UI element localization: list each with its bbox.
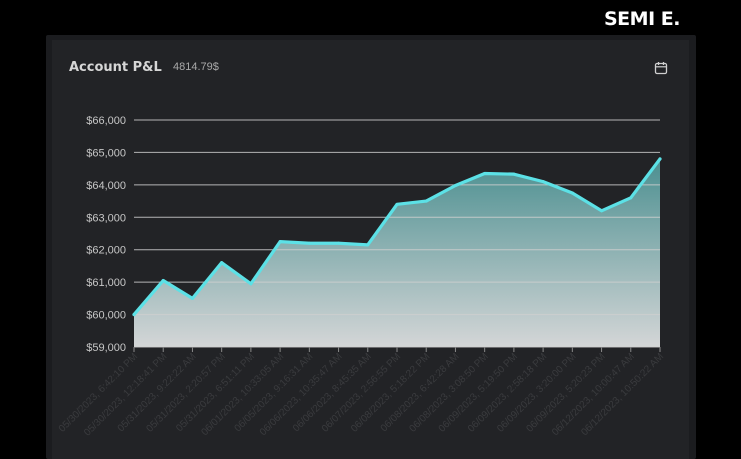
y-tick-label: $65,000	[86, 147, 126, 159]
y-tick-label: $61,000	[86, 277, 126, 289]
data-point	[190, 296, 194, 300]
data-point	[366, 243, 370, 247]
y-tick-label: $62,000	[86, 245, 126, 257]
card-title: Account P&L	[69, 60, 162, 75]
calendar-icon[interactable]	[653, 60, 669, 76]
data-point	[307, 241, 311, 245]
y-tick-label: $60,000	[86, 310, 126, 322]
data-point	[220, 261, 224, 265]
data-point	[278, 240, 282, 244]
data-point	[541, 180, 545, 184]
y-tick-label: $63,000	[86, 212, 126, 224]
y-tick-label: $64,000	[86, 180, 126, 192]
data-point	[658, 157, 662, 161]
data-point	[424, 199, 428, 203]
data-point	[570, 191, 574, 195]
card-value: 4814.79$	[173, 61, 219, 73]
data-point	[600, 209, 604, 213]
area-fill	[134, 158, 660, 347]
data-point	[483, 172, 487, 176]
data-point	[132, 313, 136, 317]
brand-logo: SEMI E.	[604, 8, 680, 30]
y-tick-label: $66,000	[86, 115, 126, 127]
data-point	[512, 172, 516, 176]
data-point	[453, 184, 457, 188]
data-point	[337, 241, 341, 245]
data-point	[161, 279, 165, 283]
data-point	[395, 202, 399, 206]
y-tick-label: $59,000	[86, 342, 126, 354]
data-point	[629, 196, 633, 200]
data-point	[249, 282, 253, 286]
